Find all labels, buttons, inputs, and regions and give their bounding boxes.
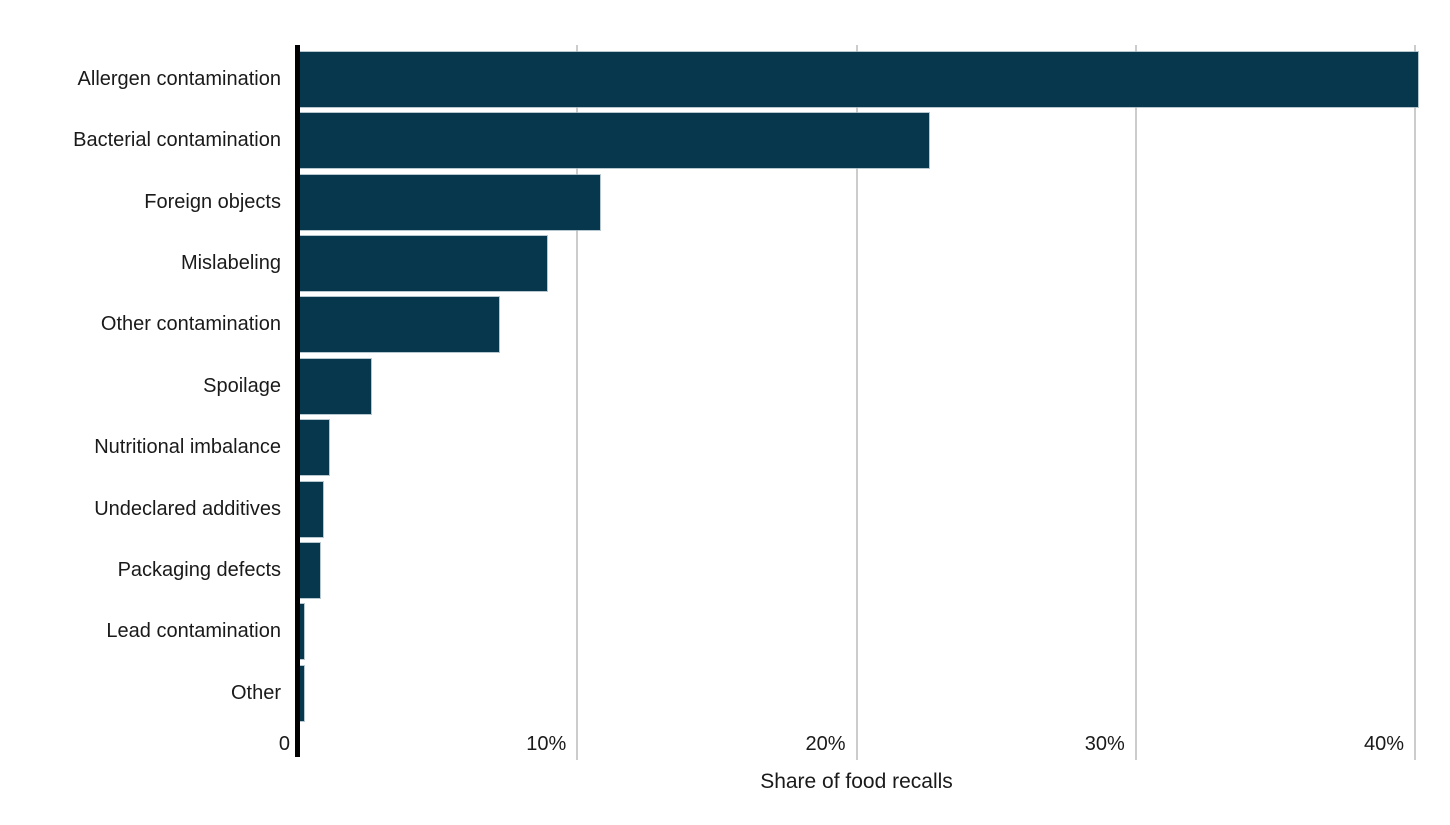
- gridline-20: [855, 45, 858, 760]
- y-axis-label: Undeclared additives: [94, 497, 281, 520]
- y-axis-label: Other contamination: [100, 313, 281, 336]
- gridline-30: [1134, 45, 1137, 760]
- x-tick-label-40: 40%: [1363, 733, 1404, 755]
- x-tick-label-10: 10%: [526, 733, 567, 755]
- bar: [298, 358, 371, 414]
- gridline-40: [1414, 45, 1416, 760]
- y-axis-line: [295, 45, 300, 757]
- y-axis-label: Spoilage: [203, 374, 281, 397]
- y-axis-label: Lead contamination: [106, 620, 281, 643]
- category-axis-labels: Allergen contamination Bacterial contamin…: [0, 45, 281, 757]
- x-tick-label-0: 0: [278, 733, 290, 755]
- gridline-10: [576, 45, 579, 760]
- plot-area: [295, 45, 1443, 760]
- y-axis-label: Allergen contamination: [77, 68, 281, 90]
- y-axis-label: Other: [230, 681, 281, 704]
- y-axis-label: Foreign objects: [144, 190, 281, 213]
- bar: [298, 113, 930, 169]
- bar: [298, 481, 324, 537]
- bar: [298, 604, 304, 660]
- bar: [298, 52, 1418, 107]
- bar: [298, 542, 321, 598]
- bar: [298, 236, 547, 292]
- bar: [298, 665, 304, 721]
- bar: [298, 297, 500, 353]
- x-tick-label-30: 30%: [1084, 733, 1125, 755]
- y-axis-label: Bacterial contamination: [73, 129, 281, 152]
- y-axis-label: Mislabeling: [180, 252, 281, 275]
- x-tick-label-20: 20%: [805, 733, 846, 755]
- bar: [298, 174, 600, 230]
- bar: [298, 420, 329, 476]
- y-axis-label: Packaging defects: [117, 558, 281, 581]
- y-axis-label: Nutritional imbalance: [94, 436, 281, 459]
- x-axis-title: Share of food recalls: [760, 770, 953, 793]
